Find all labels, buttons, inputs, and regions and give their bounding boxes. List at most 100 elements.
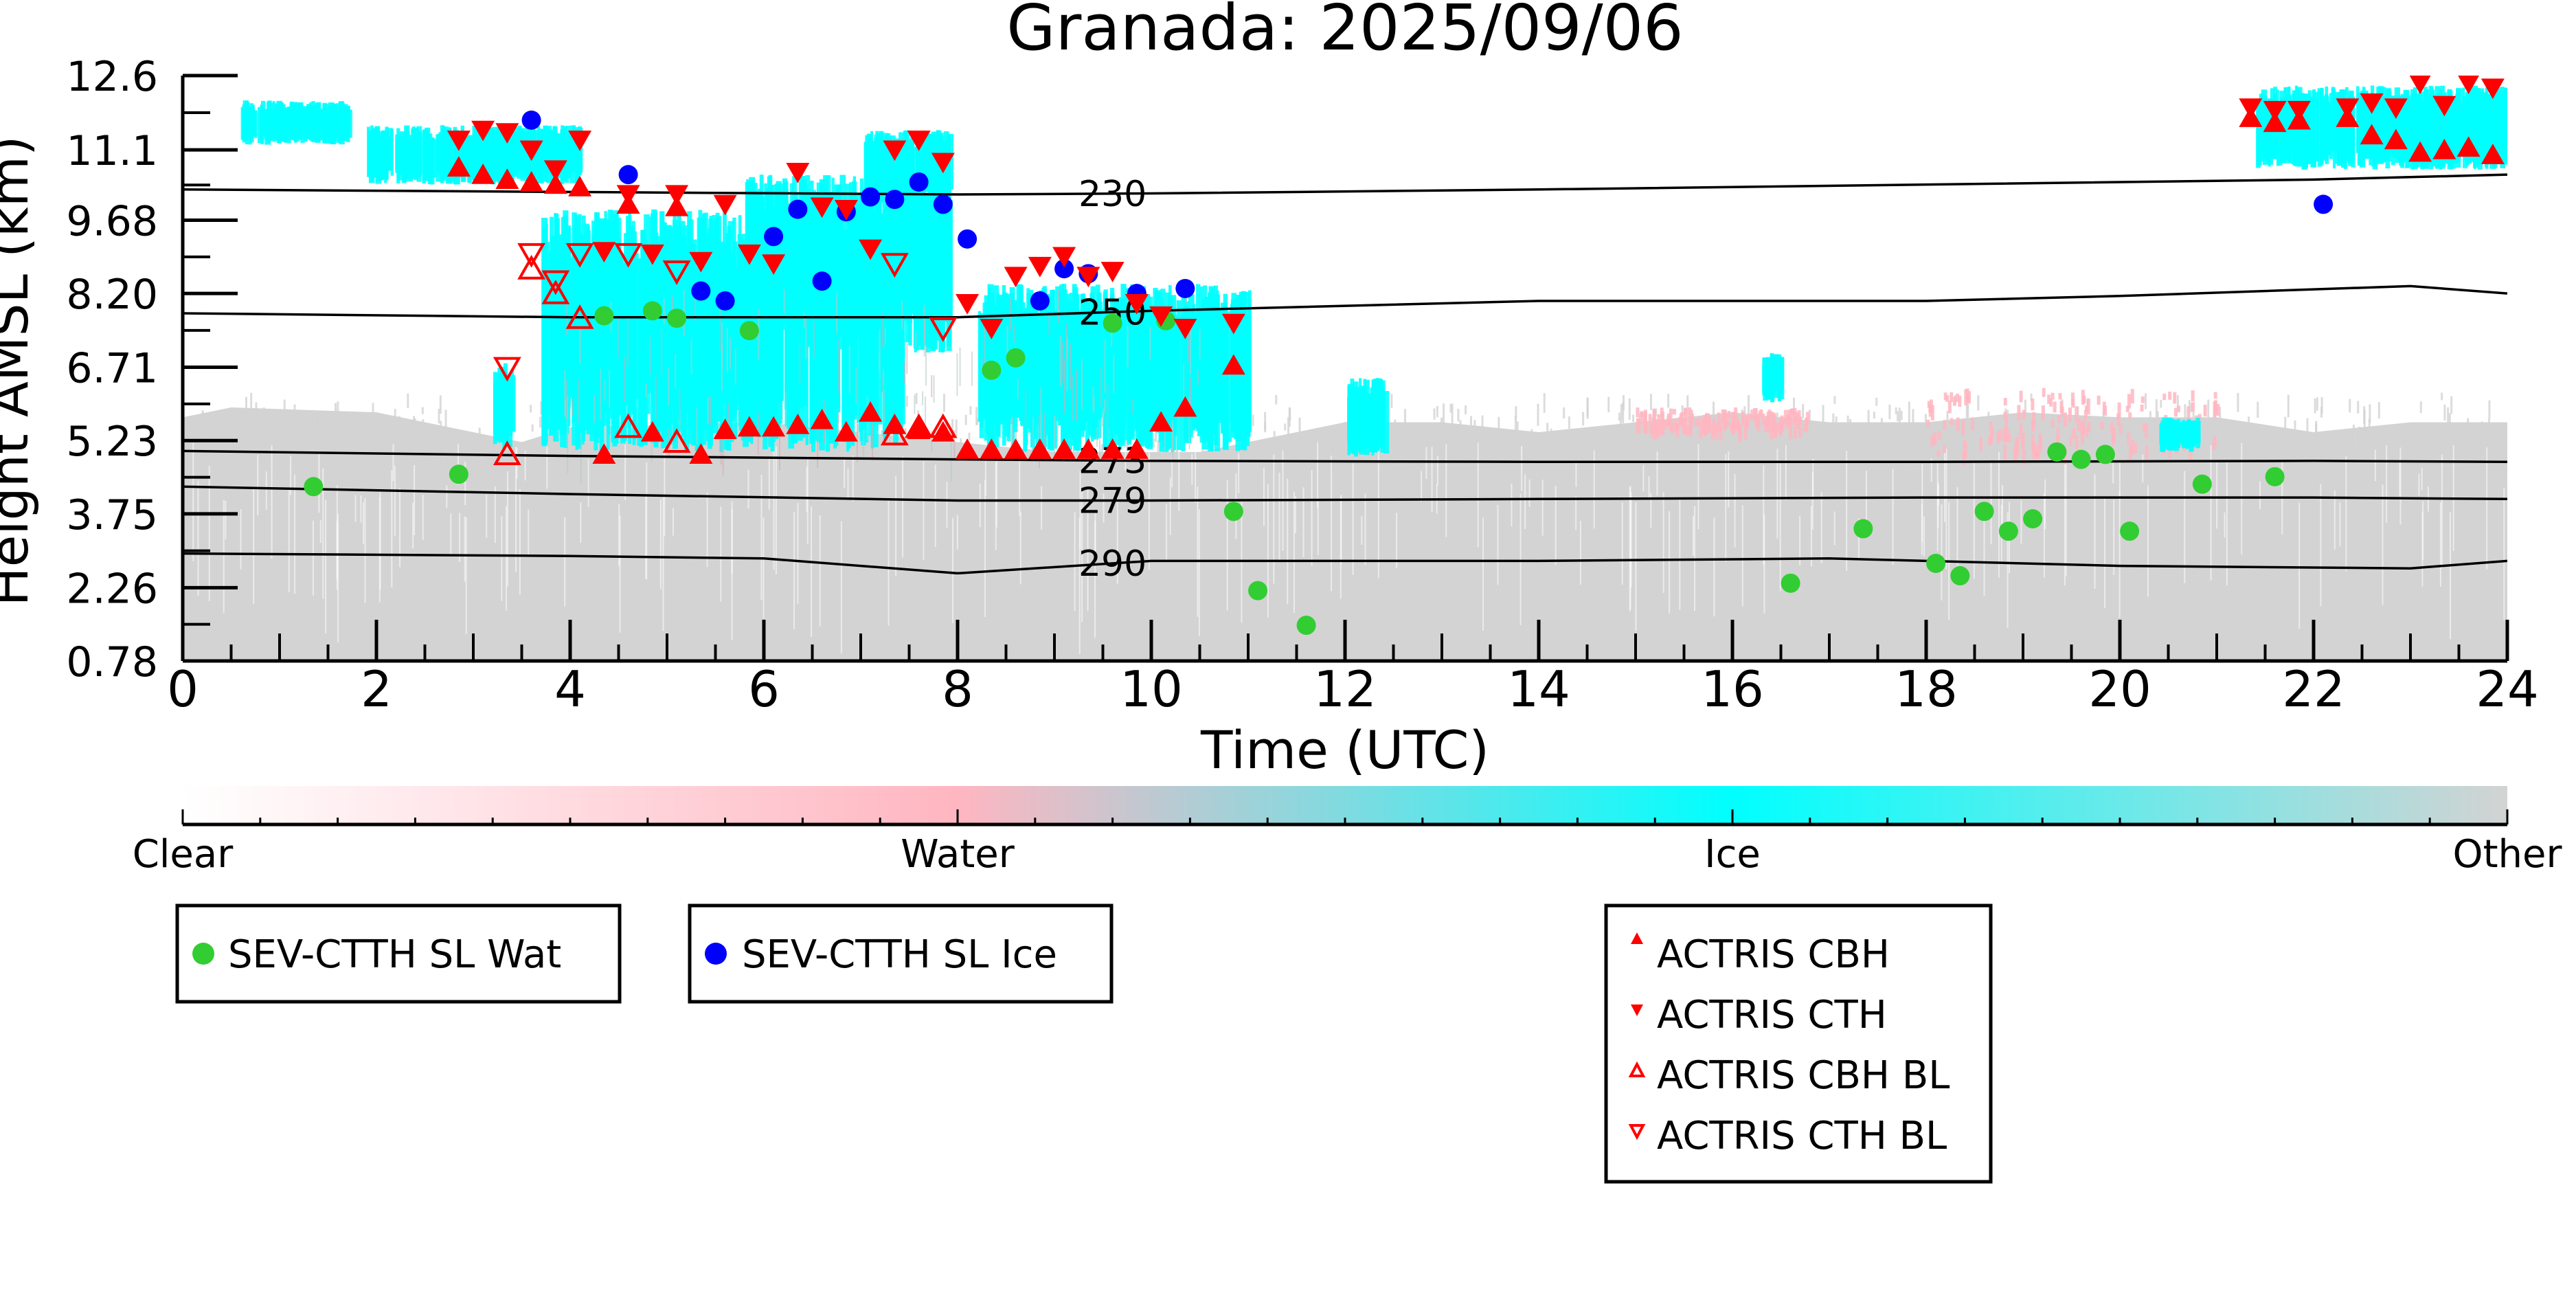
other-class-speckle <box>2368 418 2371 431</box>
other-class-speckle <box>258 467 260 486</box>
other-class-speckle <box>2443 440 2445 461</box>
other-class-speckle <box>1048 438 1050 460</box>
other-class-speckle <box>2226 428 2229 447</box>
other-class-speckle <box>1618 436 1620 450</box>
other-class-streak <box>1998 451 2000 578</box>
contour-label-279: 279 <box>1078 480 1146 521</box>
water-class-pixel <box>1933 432 1937 445</box>
water-class-pixel <box>2038 433 2042 449</box>
other-class-streak <box>2020 500 2022 544</box>
ice-class-pixel <box>1120 298 1125 443</box>
mixed-class-pixel <box>1183 363 1185 404</box>
mixed-class-pixel <box>604 381 606 401</box>
ice-class-pixel <box>1186 324 1190 427</box>
other-class-speckle <box>333 428 336 447</box>
ice-class-pixel <box>2507 89 2511 162</box>
other-class-speckle <box>2140 427 2143 437</box>
ice-class-pixel <box>677 254 681 413</box>
other-class-speckle <box>1858 426 1861 435</box>
other-class-speckle <box>211 468 214 487</box>
other-class-streak <box>240 509 242 570</box>
other-class-speckle <box>1826 450 1829 462</box>
data-point-actris-cth <box>810 197 834 218</box>
ice-class-pixel <box>872 213 877 319</box>
water-class-pixel <box>1943 392 1947 401</box>
ice-class-pixel <box>495 372 501 441</box>
other-class-speckle <box>1632 414 1635 423</box>
other-class-streak <box>1921 464 1923 542</box>
water-class-pixel <box>1663 420 1667 430</box>
water-class-pixel <box>1997 434 2001 440</box>
ice-class-pixel <box>1111 293 1115 417</box>
mixed-class-pixel <box>578 379 580 423</box>
ice-class-pixel <box>1171 322 1175 452</box>
ice-class-pixel <box>793 206 798 348</box>
water-class-pixel <box>1778 421 1783 436</box>
colorbar-label-ice: Ice <box>1704 832 1761 877</box>
other-class-speckle <box>1287 417 1290 436</box>
other-class-streak <box>2064 462 2066 586</box>
ice-class-pixel <box>264 110 271 145</box>
water-class-pixel <box>2075 435 2079 450</box>
other-class-streak <box>806 456 809 545</box>
other-class-speckle <box>300 440 302 457</box>
other-class-speckle <box>1963 426 1966 449</box>
other-class-speckle <box>2329 451 2331 473</box>
other-class-speckle <box>2029 464 2032 484</box>
mixed-class-pixel <box>694 298 697 322</box>
other-class-speckle <box>304 460 306 473</box>
other-class-streak <box>1648 476 1650 500</box>
mixed-class-pixel <box>884 327 886 346</box>
other-class-speckle <box>1582 412 1585 426</box>
other-class-speckle <box>2193 461 2195 474</box>
other-class-streak <box>1241 502 1243 623</box>
water-class-pixel <box>1796 413 1800 421</box>
mixed-class-pixel <box>1058 289 1060 324</box>
colorbar: Clear Water Ice Other <box>133 786 2562 877</box>
other-class-speckle <box>282 464 284 475</box>
mixed-class-pixel <box>901 301 903 329</box>
other-class-speckle <box>434 449 437 463</box>
other-class-speckle <box>1896 469 1899 486</box>
other-class-speckle <box>2149 411 2151 431</box>
other-class-speckle <box>915 392 918 405</box>
water-class-pixel <box>1752 408 1756 421</box>
other-class-streak <box>2399 459 2401 497</box>
ice-class-pixel <box>1026 293 1031 412</box>
other-class-speckle <box>621 441 624 463</box>
other-class-speckle <box>1592 453 1594 469</box>
other-class-streak <box>888 499 890 626</box>
other-class-speckle <box>2103 437 2105 447</box>
other-class-speckle <box>1467 469 1469 484</box>
ice-class-pixel <box>2489 104 2496 169</box>
other-class-streak <box>760 474 762 600</box>
other-class-streak <box>422 495 424 541</box>
other-class-streak <box>1396 513 1398 568</box>
data-point-actris-cth <box>2263 100 2287 122</box>
ice-class-pixel <box>1085 313 1090 445</box>
other-class-speckle <box>1255 471 1258 492</box>
ice-class-pixel <box>2313 98 2318 159</box>
other-class-speckle <box>2347 467 2349 490</box>
ice-class-pixel <box>264 109 268 139</box>
mixed-class-pixel <box>838 340 840 393</box>
legend-label-sev-ice: SEV-CTTH SL Ice <box>742 932 1057 977</box>
other-class-speckle <box>279 467 282 486</box>
ice-class-pixel <box>1219 310 1223 424</box>
other-class-speckle <box>2030 393 2033 401</box>
other-class-speckle <box>1132 471 1135 485</box>
ice-class-pixel <box>929 214 936 349</box>
water-class-pixel <box>2102 401 2106 414</box>
other-class-speckle <box>2123 465 2126 482</box>
other-class-speckle <box>990 458 993 475</box>
other-class-speckle <box>440 447 443 465</box>
other-class-streak <box>1445 444 1447 537</box>
other-class-speckle <box>1990 436 1993 455</box>
ice-class-pixel <box>346 109 350 142</box>
other-class-speckle <box>1026 467 1029 478</box>
water-class-pixel <box>1931 437 1935 445</box>
other-class-speckle <box>881 430 883 448</box>
other-class-streak <box>1171 453 1173 488</box>
other-class-speckle <box>1408 467 1410 490</box>
other-class-streak <box>2119 462 2121 500</box>
